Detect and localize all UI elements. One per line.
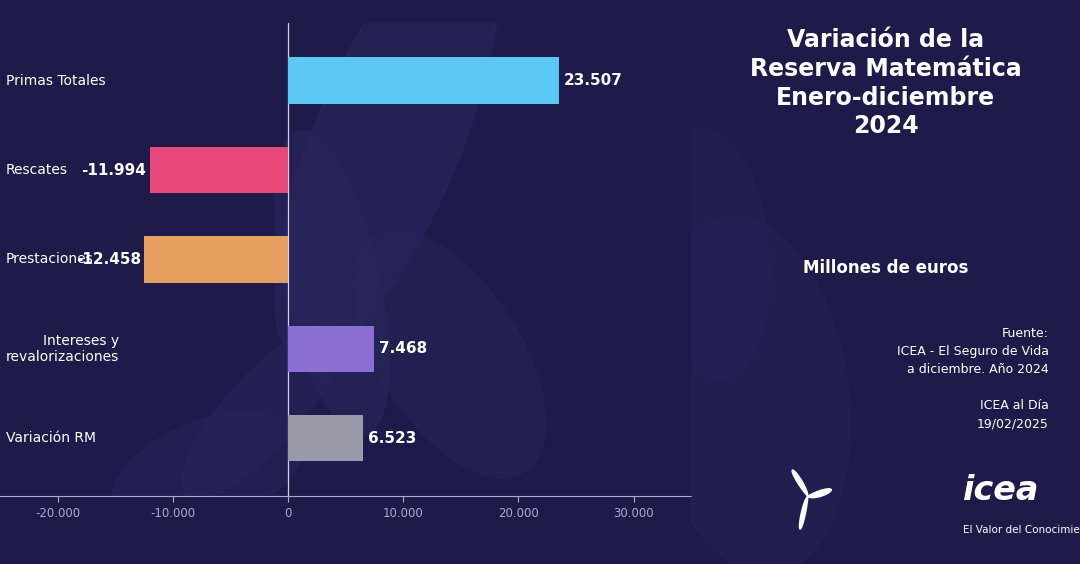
Text: Rescates: Rescates	[5, 163, 68, 177]
Polygon shape	[808, 489, 832, 497]
Text: Primas Totales: Primas Totales	[5, 74, 106, 87]
Text: Variación RM: Variación RM	[5, 431, 96, 445]
Text: icea: icea	[963, 474, 1040, 507]
Text: 7.468: 7.468	[379, 341, 427, 356]
Text: Millones de euros: Millones de euros	[802, 259, 969, 277]
Polygon shape	[274, 131, 389, 435]
Text: Fuente:
ICEA - El Seguro de Vida
a diciembre. Año 2024

ICEA al Día
19/02/2025: Fuente: ICEA - El Seguro de Vida a dicie…	[896, 327, 1049, 430]
Text: Prestaciones: Prestaciones	[5, 253, 94, 266]
Bar	[288, 58, 558, 104]
Polygon shape	[792, 470, 808, 496]
Text: Variación de la
Reserva Matemática
Enero-diciembre
2024: Variación de la Reserva Matemática Enero…	[750, 28, 1022, 138]
Polygon shape	[111, 412, 303, 534]
Bar	[288, 415, 363, 461]
Polygon shape	[651, 128, 770, 380]
Polygon shape	[181, 324, 343, 499]
Text: 23.507: 23.507	[564, 73, 622, 88]
Text: 6.523: 6.523	[368, 431, 416, 446]
Bar	[288, 325, 374, 372]
Polygon shape	[648, 216, 851, 564]
Polygon shape	[353, 231, 545, 478]
Text: -11.994: -11.994	[81, 162, 147, 178]
Bar	[145, 236, 288, 283]
Bar	[150, 147, 288, 193]
Polygon shape	[799, 496, 808, 529]
Text: El Valor del Conocimiento: El Valor del Conocimiento	[963, 525, 1080, 535]
Text: -12.458: -12.458	[76, 252, 141, 267]
Text: Intereses y
revalorizaciones: Intereses y revalorizaciones	[5, 334, 119, 364]
Polygon shape	[274, 0, 499, 359]
